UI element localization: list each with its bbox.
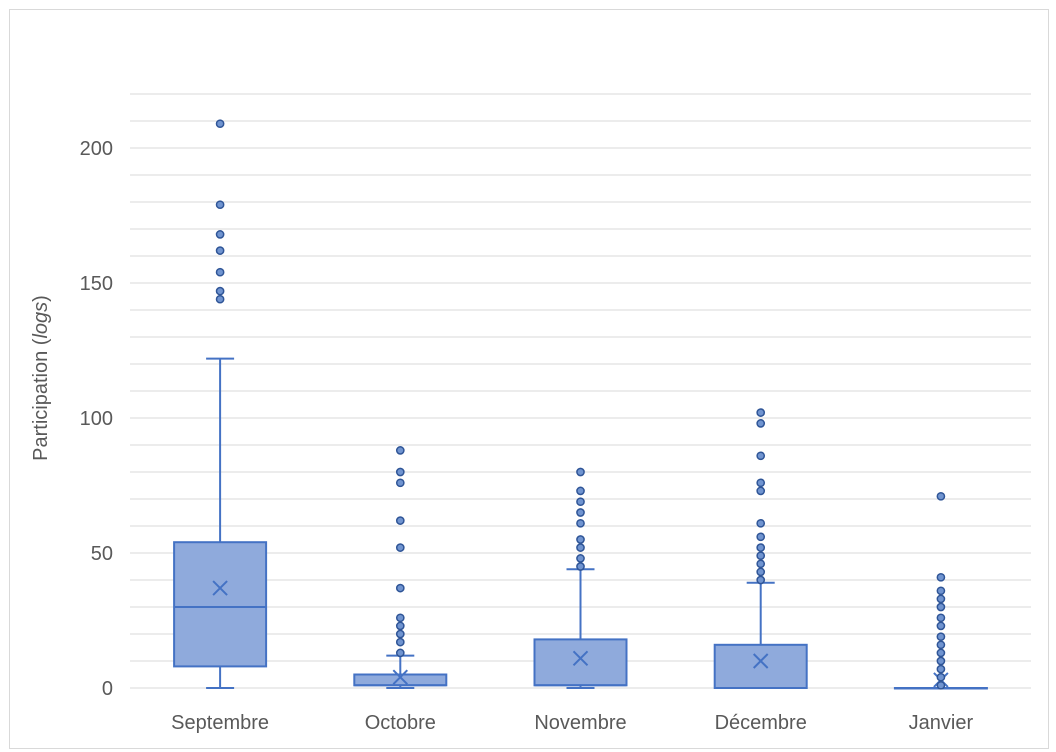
outlier-point: [395, 446, 405, 455]
outlier-point: [215, 267, 225, 277]
outlier-point: [395, 516, 405, 525]
outlier-point: [395, 543, 405, 552]
y-axis-title-suffix: ): [30, 295, 52, 302]
mean-marker: [752, 653, 769, 669]
box-group: [533, 467, 628, 689]
box-group: [353, 446, 448, 689]
outlier-point: [936, 640, 946, 650]
y-axis-title-unit: logs: [30, 302, 52, 339]
outlier-point: [576, 508, 585, 517]
outlier-point: [395, 478, 405, 488]
outlier-point: [936, 648, 946, 658]
outlier-point: [936, 680, 946, 690]
outlier-point: [215, 294, 225, 304]
outlier-point: [936, 656, 946, 666]
outlier-point: [756, 575, 766, 585]
outlier-point: [936, 613, 946, 623]
outlier-point: [395, 613, 405, 623]
outlier-point: [936, 672, 946, 682]
mean-marker: [572, 650, 589, 667]
outlier-point: [756, 518, 766, 528]
y-tick-label: 200: [80, 138, 113, 160]
mean-marker: [212, 580, 228, 596]
outlier-point: [576, 497, 585, 507]
outlier-point: [395, 621, 405, 631]
outlier-point: [395, 629, 405, 639]
outlier-point: [756, 567, 766, 577]
outlier-point: [576, 518, 585, 528]
outlier-point: [576, 486, 585, 496]
y-axis-title-prefix: Participation (: [30, 338, 52, 461]
y-axis-tick-labels: 0 50 100 150 200: [80, 138, 113, 700]
outlier-point: [936, 621, 946, 631]
outlier-point: [756, 486, 766, 496]
outlier-point: [936, 572, 946, 582]
x-category-label: Janvier: [909, 712, 974, 734]
x-category-label: Septembre: [171, 712, 269, 734]
outlier-point: [395, 648, 405, 658]
x-category-label: Décembre: [715, 712, 807, 734]
outlier-point: [215, 246, 225, 255]
outlier-point: [936, 491, 946, 501]
y-tick-label: 0: [102, 678, 113, 700]
outlier-point: [215, 230, 225, 239]
y-tick-label: 50: [91, 543, 113, 565]
box-group: [173, 119, 268, 689]
outlier-point: [576, 535, 585, 544]
outlier-point: [576, 562, 585, 571]
outlier-point: [756, 419, 766, 428]
outlier-point: [936, 632, 946, 642]
outlier-point: [936, 602, 946, 612]
outlier-point: [215, 119, 225, 129]
gridlines: [130, 93, 1031, 689]
box: [713, 643, 808, 689]
outlier-point: [756, 532, 766, 542]
outlier-point: [576, 467, 585, 477]
outlier-point: [395, 637, 405, 647]
box-group: [713, 408, 808, 689]
outlier-point: [936, 664, 946, 674]
outlier-point: [215, 200, 225, 210]
x-category-label: Novembre: [534, 712, 626, 734]
box-group: [893, 491, 988, 690]
outlier-point: [756, 408, 766, 417]
outlier-point: [395, 467, 405, 477]
outlier-point: [756, 559, 766, 569]
outlier-point: [576, 554, 585, 563]
x-axis-category-labels: Septembre Octobre Novembre Décembre Janvier: [171, 712, 973, 734]
y-tick-label: 150: [80, 273, 113, 295]
box: [173, 541, 268, 668]
box: [533, 638, 628, 687]
outlier-point: [576, 543, 585, 552]
mean-marker: [392, 669, 409, 685]
y-axis-title: Participation (logs): [30, 295, 52, 461]
outlier-point: [395, 583, 405, 593]
outlier-point: [215, 286, 225, 296]
outlier-point: [936, 586, 946, 596]
outlier-point: [756, 478, 766, 488]
outlier-point: [756, 543, 766, 552]
outlier-point: [936, 594, 946, 604]
outlier-point: [756, 551, 766, 561]
y-tick-label: 100: [80, 408, 113, 430]
box-plot-series: [173, 119, 988, 690]
outlier-point: [756, 451, 766, 461]
x-category-label: Octobre: [365, 712, 436, 734]
